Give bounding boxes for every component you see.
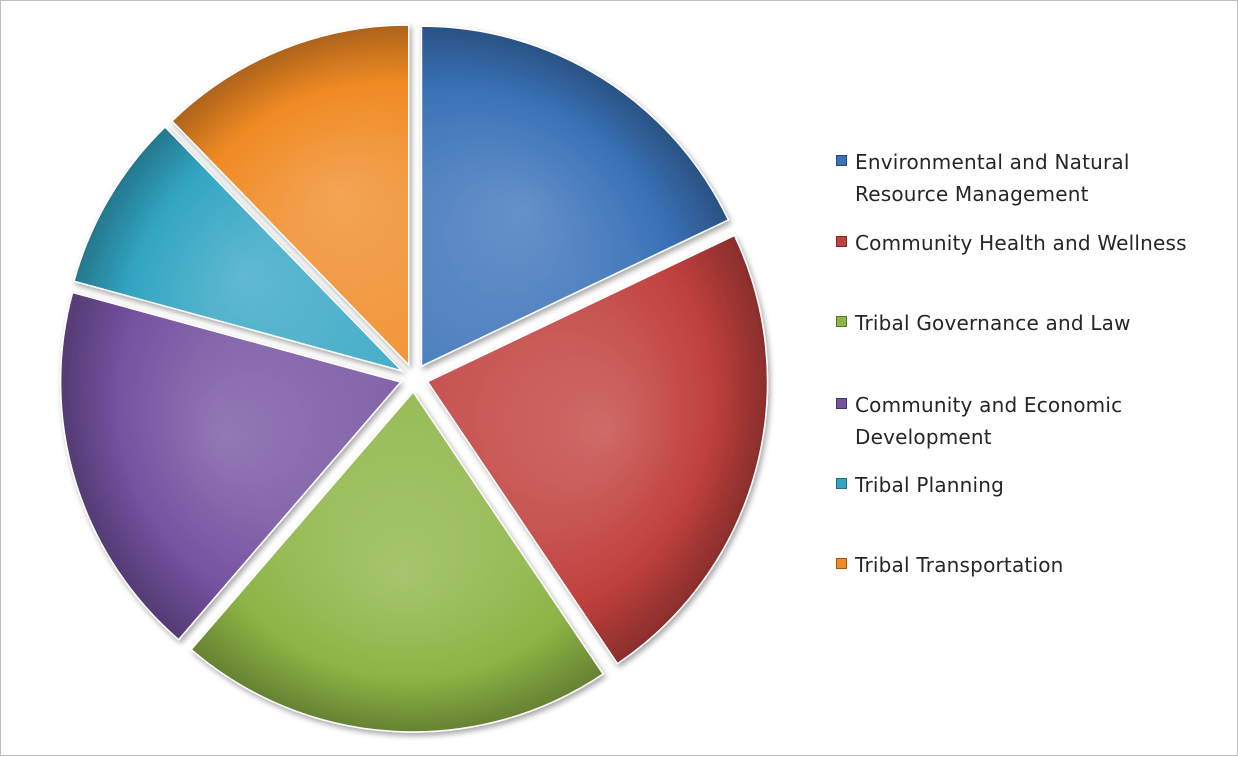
legend-swatch bbox=[836, 316, 847, 327]
legend-label: Tribal Planning bbox=[855, 473, 1005, 497]
legend-label: Tribal Governance and Law bbox=[855, 311, 1131, 335]
legend-item-environmental: Environmental and Natural Resource Manag… bbox=[836, 146, 1231, 210]
legend-item-community-health: Community Health and Wellness bbox=[836, 227, 1231, 259]
legend-label: Environmental and Natural Resource Manag… bbox=[855, 150, 1130, 206]
legend-swatch bbox=[836, 236, 847, 247]
legend-item-tribal-governance: Tribal Governance and Law bbox=[836, 307, 1231, 339]
legend-swatch bbox=[836, 478, 847, 489]
legend-label: Community and Economic Development bbox=[855, 393, 1123, 449]
pie-slice-tribal-transportation bbox=[170, 24, 410, 367]
legend-label: Tribal Transportation bbox=[855, 553, 1064, 577]
legend-swatch bbox=[836, 398, 847, 409]
pie-slice-community-and-economic-development bbox=[59, 291, 402, 641]
legend-swatch bbox=[836, 558, 847, 569]
pie-slice-tribal-governance-and-law bbox=[190, 390, 605, 733]
legend-label: Community Health and Wellness bbox=[855, 231, 1187, 255]
legend-item-community-economic: Community and Economic Development bbox=[836, 389, 1231, 453]
pie-slice-community-health-and-wellness bbox=[426, 234, 769, 665]
pie-slice-environmental-and-natural-resource-management bbox=[420, 25, 730, 368]
pie-slice-tribal-planning bbox=[73, 125, 405, 373]
legend-swatch bbox=[836, 155, 847, 166]
legend-item-tribal-transportation: Tribal Transportation bbox=[836, 549, 1231, 581]
legend-item-tribal-planning: Tribal Planning bbox=[836, 469, 1231, 501]
